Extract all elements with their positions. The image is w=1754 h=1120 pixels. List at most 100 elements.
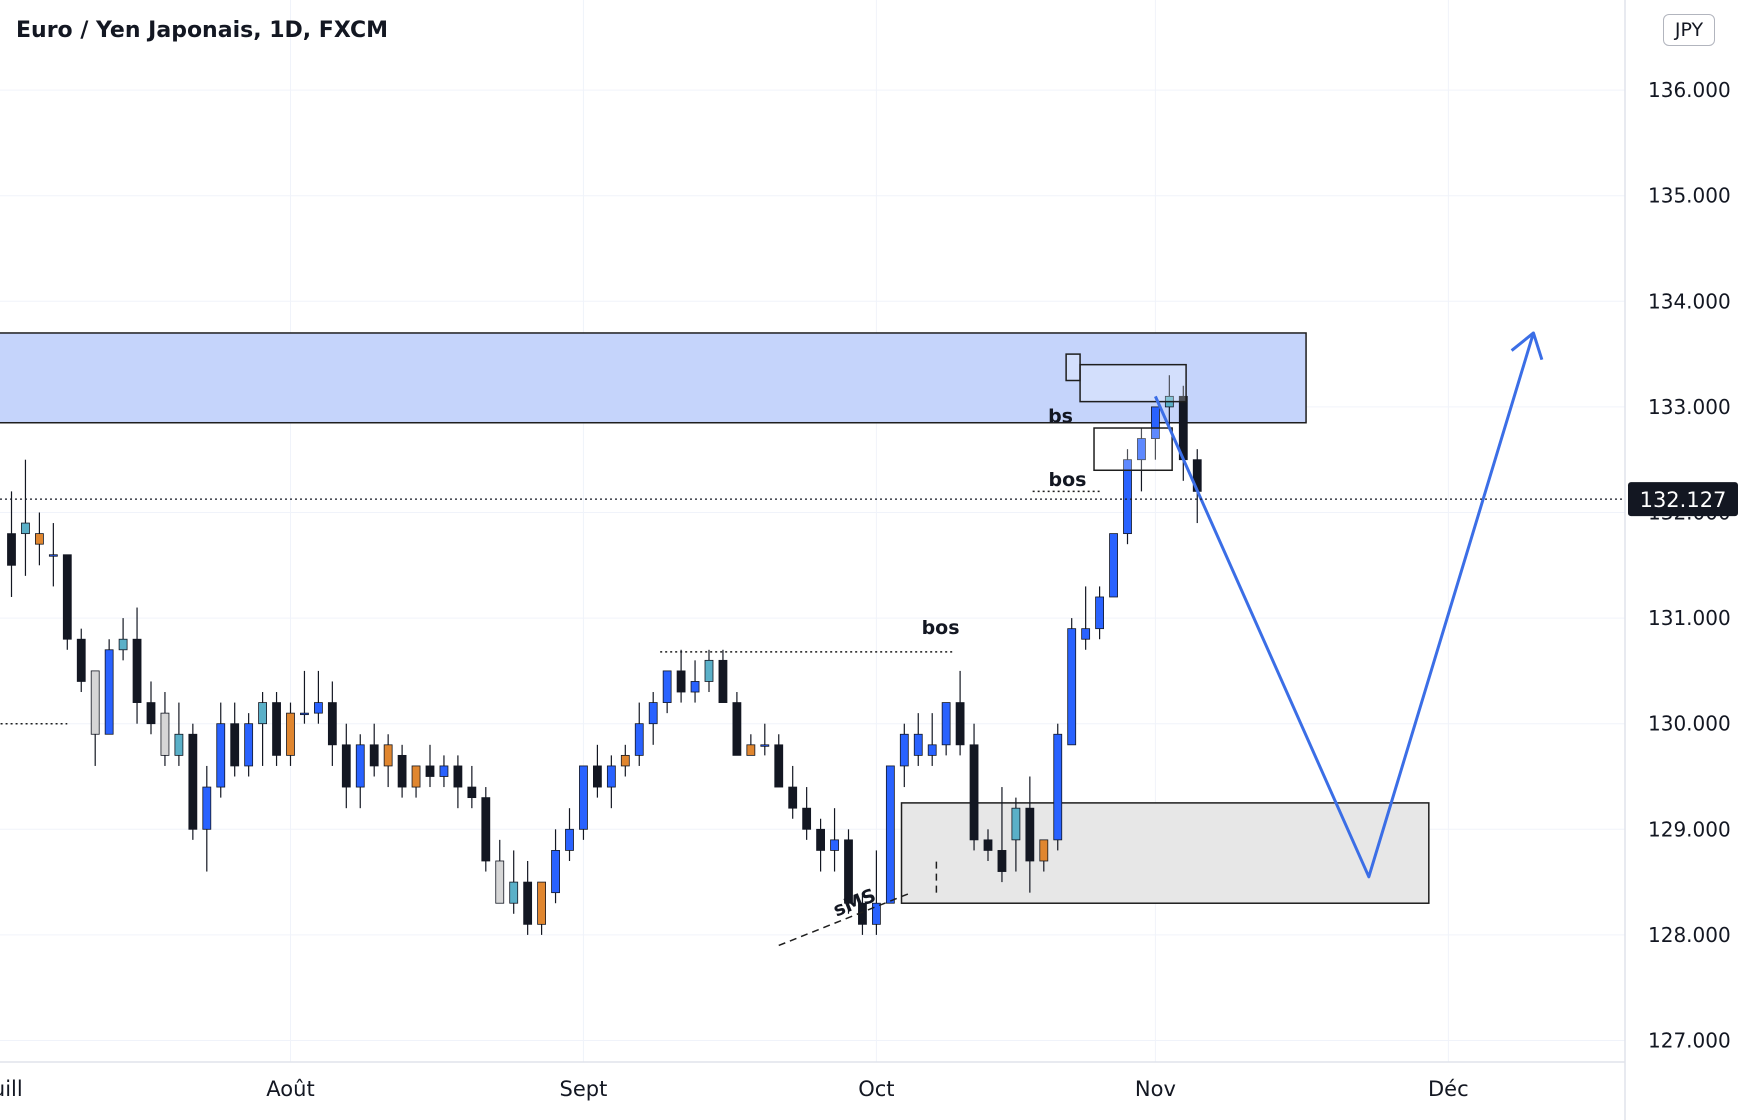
candle: [48, 523, 58, 587]
candle-body: [565, 828, 574, 851]
candle: [788, 765, 798, 819]
candle-body: [718, 659, 728, 703]
candle: [369, 723, 379, 777]
candle-body: [1109, 533, 1118, 598]
candle-body: [579, 765, 588, 830]
candle: [885, 765, 895, 904]
candle: [35, 512, 44, 566]
candle-body: [551, 850, 560, 894]
candle-body: [872, 902, 881, 925]
candle: [355, 734, 365, 809]
candle-body: [1137, 438, 1146, 461]
candle-body: [969, 744, 979, 841]
candle: [1053, 723, 1063, 851]
candle-body: [160, 712, 170, 756]
small-boxes: [1065, 353, 1187, 472]
demand-zone: [900, 802, 1430, 904]
order-block-box: [1065, 353, 1081, 382]
candle-body: [258, 702, 268, 725]
candle: [718, 649, 728, 703]
candle-body: [509, 881, 519, 904]
x-tick-label: uill: [0, 1077, 23, 1101]
candle-body: [481, 797, 491, 862]
candle: [467, 765, 477, 809]
candle-body: [453, 765, 463, 788]
candle: [1137, 428, 1146, 492]
candle-body: [383, 744, 393, 767]
candle: [216, 702, 226, 798]
candle: [1067, 618, 1077, 746]
price-tag-box: [1628, 482, 1738, 517]
candle-body: [1067, 628, 1077, 746]
candle-body: [35, 533, 44, 545]
candle-body: [188, 733, 198, 830]
candle-body: [21, 522, 30, 535]
candle: [230, 702, 240, 777]
candle: [286, 702, 295, 766]
candle-body: [997, 850, 1007, 872]
candle: [495, 839, 505, 904]
candle-body: [313, 702, 323, 714]
candle: [341, 723, 351, 809]
candle-body: [104, 649, 114, 735]
candle: [774, 734, 784, 788]
candle-body: [941, 702, 951, 746]
candle: [899, 723, 909, 788]
candle-body: [816, 828, 825, 851]
candle: [620, 744, 630, 777]
candle-body: [523, 881, 533, 925]
candle-body: [913, 733, 923, 756]
candle: [969, 723, 979, 851]
candle: [132, 607, 142, 724]
candle-body: [7, 533, 16, 566]
candle-body: [411, 765, 421, 788]
candle-body: [1123, 459, 1132, 535]
candle: [927, 713, 937, 766]
candle-body: [746, 744, 756, 756]
candle-body: [90, 670, 100, 735]
candle-body: [1151, 406, 1160, 439]
annotation-label: bos: [1049, 469, 1087, 491]
candle-body: [885, 765, 895, 904]
candle-body: [634, 723, 644, 756]
candle: [872, 850, 881, 935]
candle-body: [620, 754, 630, 767]
candle-body: [467, 786, 477, 799]
candle: [313, 670, 323, 724]
chart-title: Euro / Yen Japonais, 1D, FXCM: [16, 18, 389, 43]
candle: [1011, 797, 1021, 872]
candle: [732, 692, 742, 756]
candle: [118, 618, 128, 661]
candle: [411, 765, 421, 798]
candle: [21, 459, 30, 576]
candle-body: [48, 554, 58, 557]
candle: [188, 723, 198, 840]
y-tick-label: 134.000: [1648, 289, 1731, 313]
candle-body: [439, 765, 449, 777]
candle-body: [1025, 807, 1035, 862]
candle-body: [760, 744, 770, 747]
candle: [1095, 586, 1104, 640]
x-tick-label: Août: [266, 1077, 314, 1101]
candle: [300, 670, 309, 724]
time-axis-panel: [0, 1062, 1625, 1120]
candle: [593, 744, 602, 798]
candle-body: [62, 554, 72, 640]
currency-badge[interactable]: JPY: [1663, 14, 1715, 46]
candle: [648, 692, 658, 745]
x-tick-label: Sept: [560, 1077, 608, 1101]
candle: [565, 808, 574, 861]
candle-body: [537, 881, 546, 925]
candle: [202, 765, 212, 872]
x-tick-label: Oct: [858, 1077, 894, 1101]
y-tick-label: 129.000: [1648, 817, 1731, 841]
candle-body: [774, 744, 784, 788]
y-tick-label: 127.000: [1648, 1029, 1731, 1053]
candle: [425, 744, 435, 788]
candles: [7, 375, 1202, 935]
candle-body: [1081, 628, 1091, 640]
candle-body: [593, 765, 602, 788]
candle: [1109, 533, 1118, 598]
